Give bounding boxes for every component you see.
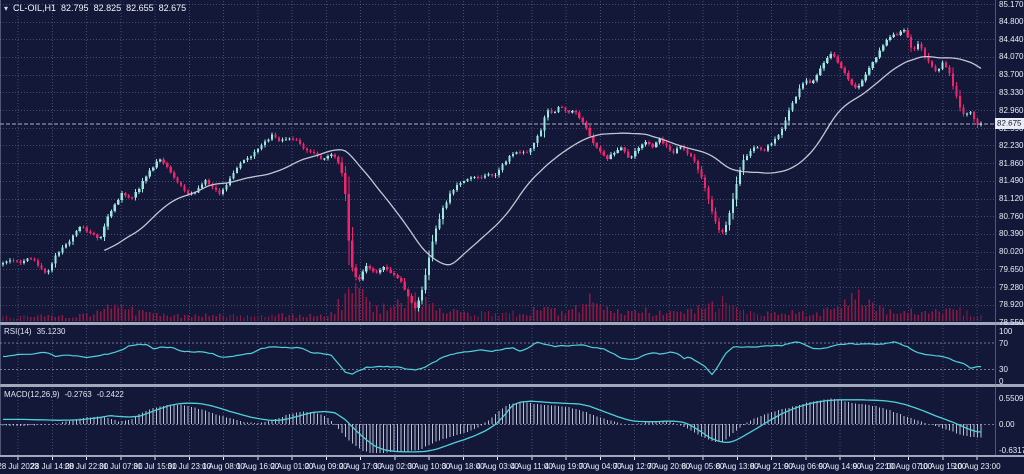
time-axis-label: 9 Aug 14:00 — [818, 462, 862, 471]
price-axis-label: 80.390 — [999, 229, 1024, 239]
rsi-panel-label: RSI(14) 35.1230 — [4, 327, 65, 336]
macd-axis-label: 0.5509 — [999, 393, 1024, 403]
price-axis-label: 78.920 — [999, 300, 1024, 309]
price-axis-label: 81.860 — [999, 158, 1024, 168]
macd-indicator-value-main: -0.2763 — [64, 390, 92, 399]
rsi-indicator-value: 35.1230 — [36, 327, 66, 336]
price-axis-label: 85.170 — [999, 0, 1024, 9]
ohlc-open: 82.795 — [61, 3, 89, 13]
time-axis-label: 7 Aug 12:00 — [613, 462, 656, 471]
time-axis-label: 3 Aug 02:00 — [373, 462, 417, 471]
time-axis-label: 31 Jul 23:00 — [167, 462, 212, 471]
time-axis-label: 28 Jul 22:00 — [64, 462, 109, 471]
price-axis-label: 82.230 — [999, 140, 1024, 150]
symbol-info: ▾ CL-OIL,H1 82.795 82.825 82.655 82.675 — [4, 3, 186, 13]
time-axis-label: 8 Aug 05:00 — [681, 462, 725, 471]
price-axis-label: 84.800 — [999, 17, 1024, 27]
price-axis-label: 82.960 — [999, 105, 1024, 115]
panel-separator[interactable] — [0, 455, 1024, 457]
time-axis-label: 1 Aug 16:00 — [236, 462, 280, 471]
rsi-indicator-name: RSI(14) — [4, 327, 32, 336]
symbol-label: CL-OIL,H1 — [13, 3, 57, 13]
macd-indicator-value-signal: -0.2422 — [96, 390, 124, 399]
price-axis-label: 83.330 — [999, 87, 1024, 97]
rsi-axis-label: 100 — [999, 326, 1013, 336]
time-axis-label: 4 Aug 03:00 — [476, 462, 519, 471]
time-axis-label: 1 Aug 08:00 — [202, 462, 245, 471]
time-axis-label: 2 Aug 09:00 — [304, 462, 348, 471]
price-axis-label: 80.760 — [999, 211, 1024, 221]
time-axis-label: 28 Jul 2023 — [0, 462, 39, 471]
macd-indicator-name: MACD(12,26,9) — [4, 390, 60, 399]
price-axis-label: 81.490 — [999, 176, 1024, 186]
time-axis-label: 9 Aug 22:00 — [852, 462, 896, 471]
time-axis-label: 10 Aug 07:00 — [884, 462, 933, 471]
time-axis-label: 8 Aug 13:00 — [715, 462, 759, 471]
time-axis-label: 3 Aug 18:00 — [441, 462, 485, 471]
price-axis-label: 83.700 — [999, 70, 1024, 80]
time-axis-label: 4 Aug 19:00 — [544, 462, 588, 471]
time-axis-label: 2 Aug 01:00 — [270, 462, 314, 471]
price-axis-label: 84.440 — [999, 34, 1024, 44]
chart-dropdown-icon[interactable]: ▾ — [4, 3, 9, 13]
price-axis-label: 79.280 — [999, 282, 1024, 292]
price-axis-label: 78.550 — [999, 317, 1024, 327]
time-axis-label: 7 Aug 04:00 — [578, 462, 622, 471]
time-axis-label: 2 Aug 17:00 — [339, 462, 382, 471]
rsi-axis-label: 0 — [999, 376, 1004, 386]
rsi-axis-label: 70 — [999, 338, 1008, 348]
macd-axis-label: -0.6317 — [999, 445, 1024, 455]
price-axis-label: 81.120 — [999, 194, 1024, 204]
price-axis-label: 79.650 — [999, 264, 1024, 274]
price-axis-label: 80.020 — [999, 247, 1024, 257]
time-axis-label: 10 Aug 15:00 — [919, 462, 967, 471]
time-axis-label: 4 Aug 11:00 — [510, 462, 553, 471]
panel-separator[interactable] — [0, 384, 1024, 387]
ohlc-high: 82.825 — [93, 3, 122, 13]
panel-separator[interactable] — [0, 322, 1024, 325]
price-axis-label: 84.070 — [999, 52, 1024, 62]
macd-panel-label: MACD(12,26,9) -0.2763 -0.2422 — [4, 390, 124, 399]
ohlc-low: 82.655 — [126, 3, 154, 13]
time-axis-label: 3 Aug 10:00 — [407, 462, 451, 471]
rsi-axis-label: 30 — [999, 364, 1008, 374]
current-price-tag: 82.675 — [995, 118, 1024, 129]
time-axis-label: 31 Jul 15:00 — [133, 462, 177, 471]
time-axis-label: 31 Jul 07:00 — [98, 462, 143, 471]
time-axis-label: 9 Aug 06:00 — [784, 462, 828, 471]
macd-axis-label: 0.00 — [999, 419, 1015, 429]
price-axis-label: 82.590 — [999, 123, 1024, 133]
time-axis-label: 28 Jul 14:00 — [30, 462, 75, 471]
time-axis-label: 7 Aug 20:00 — [647, 462, 691, 471]
time-axis-label: 10 Aug 23:00 — [953, 462, 1001, 471]
time-axis-label: 8 Aug 21:00 — [750, 462, 793, 471]
ohlc-close: 82.675 — [158, 3, 187, 13]
